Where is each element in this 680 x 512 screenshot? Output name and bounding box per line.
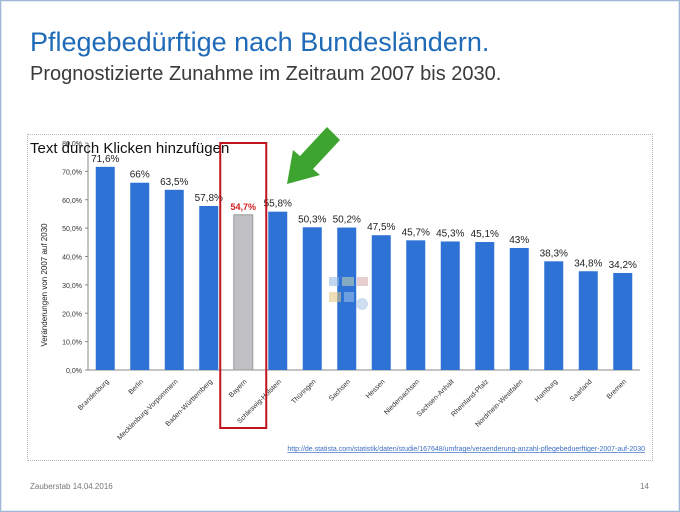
- bar-baden-württemberg: [199, 205, 219, 370]
- y-tick-label: 20,0%: [62, 311, 82, 318]
- slide-title: Pflegebedürftige nach Bundesländern.: [30, 27, 490, 57]
- value-label: 45,3%: [436, 228, 464, 239]
- value-label: 47,5%: [367, 222, 395, 233]
- chart-value-labels: 71,6% 66% 63,5% 57,8% 54,7% 55,8% 50,3% 50,2% 47…: [91, 154, 637, 271]
- value-label: 71,6%: [91, 154, 119, 165]
- category-label: Hessen: [365, 378, 387, 400]
- value-label: 66%: [130, 170, 150, 181]
- bar-thüringen: [302, 227, 322, 370]
- pointer-arrow-icon: [287, 127, 340, 184]
- category-label: Brandenburg: [77, 378, 111, 412]
- category-label: Hamburg: [534, 378, 559, 403]
- bar-berlin: [130, 182, 150, 370]
- chart-y-tick-labels: 0,0% 10,0% 20,0% 30,0% 40,0% 50,0% 60,0% 70,0% 8…: [62, 141, 82, 375]
- y-tick-label: 70,0%: [62, 169, 82, 176]
- bar-bremen: [613, 272, 633, 370]
- value-label: 50,2%: [333, 215, 361, 226]
- y-tick-label: 10,0%: [62, 340, 82, 347]
- bar-mecklenburg-vorpommern: [164, 189, 184, 370]
- y-tick-label: 40,0%: [62, 255, 82, 262]
- y-tick-label: 0,0%: [66, 368, 82, 375]
- y-tick-label: 30,0%: [62, 283, 82, 290]
- category-label: Saarland: [569, 378, 594, 403]
- value-label: 45,1%: [471, 229, 499, 240]
- bar-rheinland-pfalz: [475, 242, 495, 370]
- value-label: 34,2%: [609, 260, 637, 271]
- category-label: Mecklenburg-Vorpommern: [116, 378, 179, 441]
- value-label: 54,7%: [230, 202, 256, 212]
- bar-niedersachsen: [406, 240, 426, 370]
- bar-nordrhein-westfalen: [509, 247, 529, 370]
- content-placeholder-icon[interactable]: [329, 277, 368, 310]
- page-number: 14: [640, 482, 649, 491]
- bar-bayern: [233, 214, 254, 371]
- value-label: 55,8%: [264, 199, 292, 210]
- y-tick-label: 80,0%: [62, 141, 82, 148]
- bar-hessen: [371, 235, 391, 370]
- category-label: Niedersachsen: [383, 378, 421, 416]
- category-label: Bayern: [228, 378, 249, 399]
- footer-date: Zauberstab 14.04.2016: [30, 482, 113, 491]
- value-label: 63,5%: [160, 177, 188, 188]
- chart-frame: [27, 134, 653, 461]
- category-label: Bremen: [606, 378, 628, 400]
- text-placeholder[interactable]: Text durch Klicken hinzufügen: [30, 140, 229, 157]
- value-label: 34,8%: [574, 258, 602, 269]
- slide-subtitle: Prognostizierte Zunahme im Zeitraum 2007…: [30, 63, 502, 85]
- value-label: 38,3%: [540, 248, 568, 259]
- category-label: Berlin: [128, 378, 146, 396]
- bar-saarland: [578, 271, 598, 370]
- value-label: 57,8%: [195, 193, 223, 204]
- category-label: Sachsen-Anhalt: [416, 378, 456, 418]
- highlight-box: [219, 142, 268, 429]
- category-label: Thüringen: [290, 378, 317, 405]
- bar-brandenburg: [95, 166, 115, 370]
- bar-hamburg: [544, 261, 564, 370]
- value-label: 45,7%: [402, 227, 430, 238]
- category-label: Sachsen: [328, 378, 352, 402]
- value-label: 50,3%: [298, 214, 326, 225]
- value-label: 43%: [509, 235, 529, 246]
- source-link[interactable]: http://de.statista.com/statistik/daten/s…: [287, 446, 645, 453]
- chart-bars: [95, 166, 633, 371]
- bar-sachsen-anhalt: [440, 241, 460, 370]
- y-axis-title: Veränderungen von 2007 auf 2030: [40, 223, 49, 347]
- y-tick-label: 60,0%: [62, 198, 82, 205]
- y-tick-label: 50,0%: [62, 226, 82, 233]
- bar-schleswig-holstein: [268, 211, 288, 370]
